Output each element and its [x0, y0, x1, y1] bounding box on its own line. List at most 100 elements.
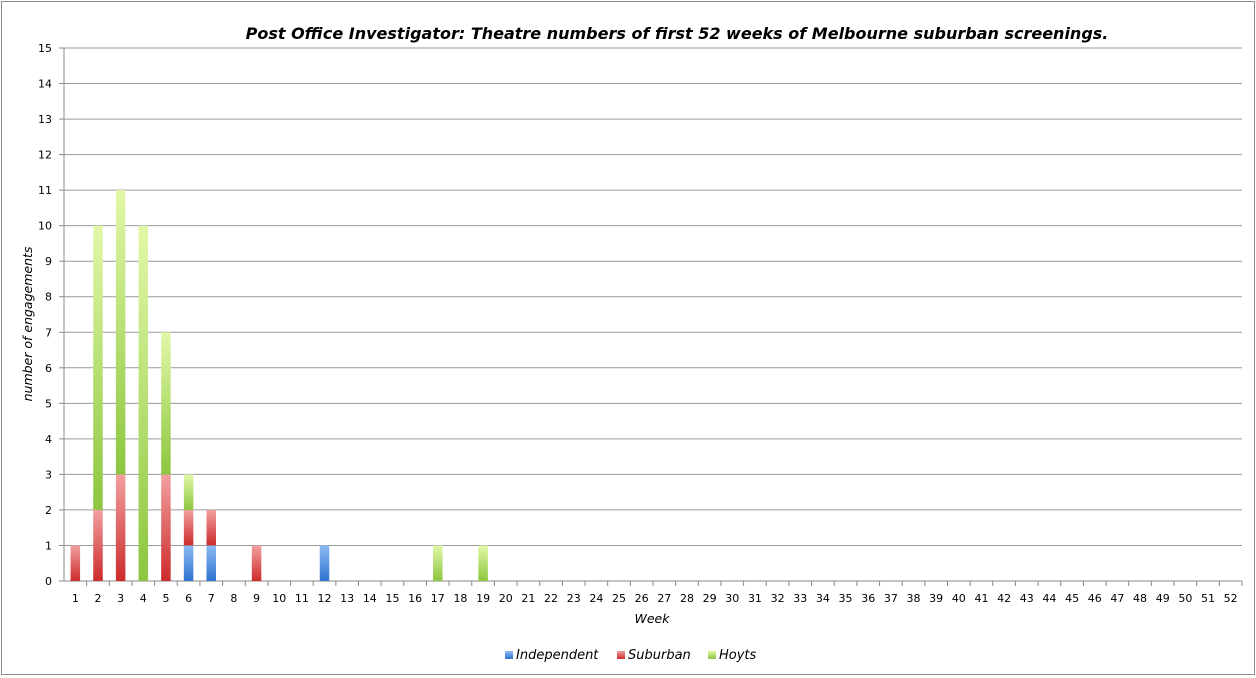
x-tick-label: 23 [567, 592, 581, 605]
x-tick-label: 35 [839, 592, 853, 605]
x-axis-ticks: 1 2 3 4 5 6 7 8 9 10 11 12 13 14 15 16 17 18 19 20 21 22 23 24 2… [72, 581, 1243, 605]
x-tick-label: 26 [635, 592, 649, 605]
x-tick-label: 8 [230, 592, 237, 605]
bars [70, 190, 488, 581]
x-tick-label: 31 [748, 592, 762, 605]
bar-suburban-week-9 [251, 545, 262, 581]
y-tick-label: 13 [38, 113, 52, 126]
x-tick-label: 19 [476, 592, 490, 605]
bar-hoyts-week-19 [478, 545, 488, 581]
bar-suburban-week-2 [93, 509, 103, 581]
x-tick-label: 36 [861, 592, 875, 605]
x-tick-label: 34 [816, 592, 830, 605]
x-tick-label: 9 [253, 592, 260, 605]
x-tick-label: 5 [162, 592, 169, 605]
legend-label-independent: Independent [516, 648, 599, 663]
bar-independent-week-6 [183, 545, 194, 581]
y-tick-label: 14 [38, 78, 52, 91]
bar-suburban-week-3 [115, 474, 126, 581]
bar-suburban-week-6 [183, 509, 194, 546]
x-tick-label: 39 [929, 592, 943, 605]
y-tick-label: 11 [38, 184, 52, 197]
x-tick-label: 14 [363, 592, 377, 605]
x-tick-label: 29 [703, 592, 717, 605]
x-tick-label: 13 [340, 592, 354, 605]
y-tick-label: 0 [45, 575, 52, 588]
bar-hoyts-week-6 [183, 474, 194, 510]
x-tick-label: 33 [793, 592, 807, 605]
y-tick-label: 3 [45, 468, 52, 481]
x-tick-label: 4 [140, 592, 147, 605]
bar-hoyts-week-3 [115, 190, 126, 475]
x-tick-label: 25 [612, 592, 626, 605]
x-tick-label: 49 [1156, 592, 1170, 605]
legend-swatch-independent [505, 651, 513, 659]
x-tick-label: 47 [1110, 592, 1124, 605]
gridlines [59, 47, 1242, 582]
x-tick-label: 44 [1042, 592, 1056, 605]
legend-label-hoyts: Hoyts [719, 648, 757, 663]
x-tick-label: 17 [431, 592, 445, 605]
x-tick-label: 18 [453, 592, 467, 605]
x-tick-label: 24 [589, 592, 603, 605]
x-tick-label: 2 [94, 592, 101, 605]
legend-label-suburban: Suburban [628, 648, 691, 663]
y-tick-label: 4 [45, 433, 52, 446]
x-tick-label: 12 [318, 592, 332, 605]
x-tick-label: 45 [1065, 592, 1079, 605]
y-tick-label: 8 [45, 291, 52, 304]
x-tick-label: 37 [884, 592, 898, 605]
bar-independent-week-7 [206, 545, 217, 581]
legend: Independent Suburban Hoyts [505, 648, 757, 663]
y-tick-label: 7 [45, 326, 52, 339]
x-tick-label: 15 [385, 592, 399, 605]
x-tick-label: 21 [521, 592, 535, 605]
bar-independent-week-12 [319, 545, 330, 581]
y-tick-label: 6 [45, 362, 52, 375]
x-tick-label: 41 [974, 592, 988, 605]
x-tick-label: 46 [1088, 592, 1102, 605]
x-tick-label: 16 [408, 592, 422, 605]
bar-hoyts-week-5 [161, 332, 171, 475]
bar-hoyts-week-17 [433, 545, 443, 581]
legend-swatch-suburban [617, 651, 625, 659]
x-tick-label: 50 [1178, 592, 1192, 605]
x-tick-label: 42 [997, 592, 1011, 605]
x-tick-label: 27 [657, 592, 671, 605]
chart-title: Post Office Investigator: Theatre number… [246, 24, 1109, 43]
x-tick-label: 48 [1133, 592, 1147, 605]
x-tick-label: 51 [1201, 592, 1215, 605]
x-tick-label: 32 [771, 592, 785, 605]
y-tick-label: 2 [45, 504, 52, 517]
y-tick-label: 10 [38, 220, 52, 233]
x-tick-label: 38 [907, 592, 921, 605]
bar-suburban-week-7 [206, 509, 217, 546]
bar-suburban-week-5 [161, 474, 171, 581]
y-tick-label: 12 [38, 149, 52, 162]
x-tick-label: 11 [295, 592, 309, 605]
y-tick-label: 5 [45, 397, 52, 410]
x-tick-label: 40 [952, 592, 966, 605]
y-tick-label: 15 [38, 42, 52, 55]
x-tick-label: 52 [1224, 592, 1238, 605]
x-tick-label: 30 [725, 592, 739, 605]
x-tick-label: 1 [72, 592, 79, 605]
x-tick-label: 3 [117, 592, 124, 605]
y-tick-label: 9 [45, 255, 52, 268]
legend-swatch-hoyts [708, 651, 716, 659]
x-axis-label: Week [635, 611, 671, 626]
y-axis-label: number of engagements [20, 246, 35, 401]
x-tick-label: 10 [272, 592, 286, 605]
x-tick-label: 6 [185, 592, 192, 605]
bar-suburban-week-1 [70, 545, 81, 581]
x-tick-label: 20 [499, 592, 513, 605]
bar-hoyts-week-2 [93, 225, 103, 510]
x-tick-label: 43 [1020, 592, 1034, 605]
y-tick-label: 1 [45, 539, 52, 552]
bar-hoyts-week-4 [138, 225, 149, 581]
x-tick-label: 22 [544, 592, 558, 605]
x-tick-label: 28 [680, 592, 694, 605]
